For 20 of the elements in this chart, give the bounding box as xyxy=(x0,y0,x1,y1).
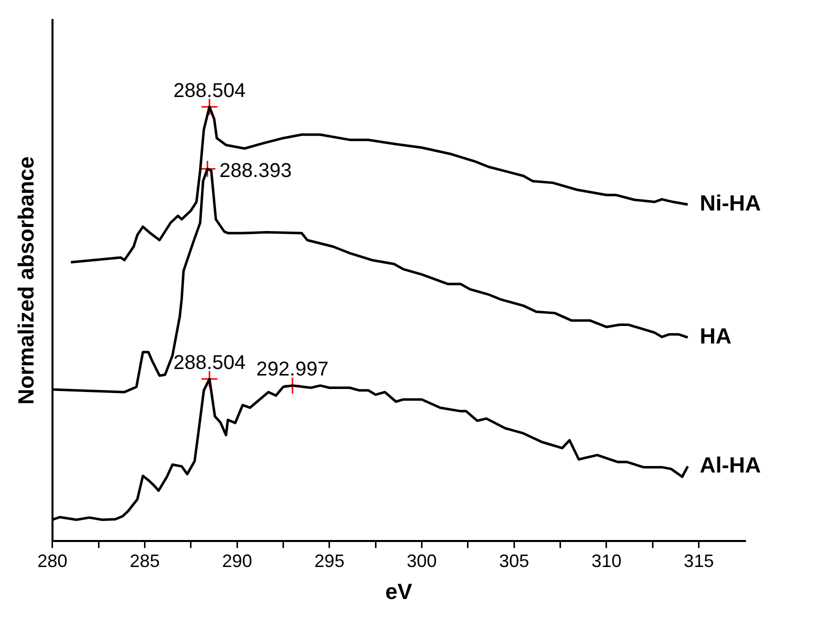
point xyxy=(198,160,216,178)
x-tick-label: 310 xyxy=(591,550,622,571)
x-axis-title: eV xyxy=(385,578,412,604)
series-label: Ni-HA xyxy=(700,190,761,216)
y-axis-title: Normalized absorbance xyxy=(13,156,38,405)
annotation: 288.504 xyxy=(173,80,246,102)
x-tick-label: 305 xyxy=(499,550,530,571)
x-tick-label: 285 xyxy=(130,550,160,571)
series-label: Al-HA xyxy=(700,452,761,478)
series-label: HA xyxy=(700,323,732,348)
x-tick-label: 300 xyxy=(406,550,437,571)
annotation: 292.997 xyxy=(256,358,329,381)
point xyxy=(200,370,218,388)
point xyxy=(200,98,218,116)
x-tick-label: 290 xyxy=(222,550,252,571)
x-tick-label: 280 xyxy=(37,550,68,571)
x-tick-label: 295 xyxy=(314,550,344,571)
annotation: 288.504 xyxy=(173,352,246,374)
x-tick-label: 315 xyxy=(684,550,714,571)
annotation: 288.393 xyxy=(219,160,292,182)
